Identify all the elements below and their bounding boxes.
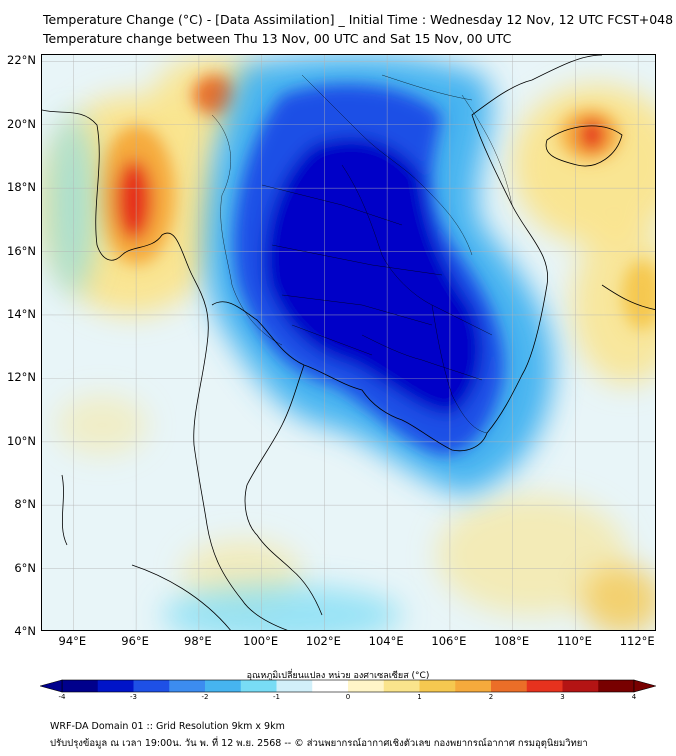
colorbar-tick-label: 1 — [417, 693, 422, 701]
latitude-label: 8°N — [14, 497, 36, 512]
border-laos-north — [301, 74, 473, 256]
cold-patch-south — [162, 585, 402, 630]
border-china — [381, 74, 473, 101]
colorbar-segments — [61, 679, 635, 693]
colorbar-tick-label: 2 — [488, 693, 494, 701]
colorbar-segment — [133, 680, 170, 692]
longitude-label: 102°E — [305, 634, 341, 648]
border-vietnam-laos — [461, 94, 513, 206]
colorbar-tick-label: -3 — [130, 693, 137, 701]
longitude-label: 110°E — [556, 634, 592, 648]
coastline-gulf-thailand-west — [244, 364, 323, 616]
footer-line-2: ปรับปรุงข้อมูล ณ เวลา 19:00น. วัน พ. ที่… — [50, 738, 588, 749]
colorbar-segment — [419, 680, 456, 692]
warm-patch-west — [57, 395, 147, 455]
latitude-label: 16°N — [7, 243, 36, 258]
title-line-1: Temperature Change (°C) - [Data Assimila… — [43, 12, 674, 27]
colorbar-segment — [348, 680, 385, 692]
colorbar-segment — [169, 680, 206, 692]
warm-patch-se-corner — [582, 565, 655, 630]
longitude-label: 98°E — [184, 634, 212, 648]
colorbar-min-arrow — [40, 679, 63, 693]
longitude-label: 96°E — [121, 634, 149, 648]
colorbar-segment — [598, 680, 635, 692]
longitude-label: 112°E — [619, 634, 655, 648]
colorbar-label: อุณหภูมิเปลี่ยนแปลง หน่วย องศาเซลเซียส (… — [246, 671, 430, 681]
longitude-label: 104°E — [368, 634, 404, 648]
colorbar-segment — [562, 680, 599, 692]
coastline-scs-island — [601, 284, 655, 310]
footer-line-1: WRF-DA Domain 01 :: Grid Resolution 9km … — [50, 721, 285, 732]
latitude-label: 14°N — [7, 306, 36, 321]
hot-core-north-myanmar — [193, 75, 237, 115]
cold-core-deep — [264, 136, 483, 415]
border-cambodia-vietnam — [431, 304, 488, 434]
province-borders — [261, 184, 443, 356]
coastline-myanmar-west — [42, 109, 193, 276]
colorbar-tick-label: 3 — [560, 693, 565, 701]
longitude-label: 94°E — [58, 634, 87, 648]
colorbar-tick-label: -2 — [201, 693, 209, 701]
longitude-label: 108°E — [494, 634, 530, 648]
colorbar-segment — [312, 680, 349, 692]
latitude-label: 4°N — [14, 624, 36, 638]
colorbar-segment — [240, 680, 277, 692]
latitude-label: 18°N — [7, 180, 36, 195]
colorbar-segment — [276, 680, 313, 692]
latitude-label: 10°N — [7, 433, 36, 448]
temperature-field-map — [42, 55, 655, 630]
colorbar-segment — [383, 680, 420, 692]
colorbar-segment — [205, 680, 242, 692]
latitude-label: 20°N — [7, 116, 36, 131]
latitude-label: 12°N — [7, 370, 36, 385]
border-thailand-cambodia — [361, 334, 483, 381]
hot-core-myanmar-inner — [116, 160, 152, 240]
hot-core-scs — [622, 260, 655, 330]
colorbar-segment — [97, 680, 134, 692]
colorbar-tick-label: 0 — [345, 693, 351, 701]
cold-patch-west-edge — [47, 115, 97, 295]
coastline-sumatra — [131, 564, 231, 630]
hot-core-hainan-inner — [579, 119, 605, 151]
colorbar-tick-label: -4 — [58, 693, 66, 701]
latitude-label: 22°N — [7, 53, 36, 68]
cold-core — [234, 84, 504, 455]
coastline-andaman-islands — [61, 474, 68, 546]
coastline-andaman-peninsula-west — [191, 274, 288, 630]
coastline-hainan — [545, 125, 623, 167]
colorbar-segment — [455, 680, 492, 692]
coastlines — [42, 55, 655, 630]
hot-cores — [99, 75, 655, 330]
longitude-label: 100°E — [243, 634, 279, 648]
colorbar-segment — [491, 680, 528, 692]
title-line-2: Temperature change between Thu 13 Nov, 0… — [43, 31, 512, 46]
colorbar-segment — [526, 680, 563, 692]
colorbar-tick-label: 4 — [631, 693, 637, 701]
coastline-gulf-indochina — [211, 55, 603, 452]
colorbar-tick-label: -1 — [273, 693, 280, 701]
latitude-label: 6°N — [14, 560, 36, 575]
border-thailand-laos — [341, 164, 493, 336]
map-panel — [41, 54, 656, 631]
lat-lon-gridlines — [42, 55, 655, 630]
colorbar-segment — [62, 680, 99, 692]
border-myanmar-thailand — [211, 114, 283, 346]
country-and-province-borders — [211, 74, 513, 434]
colorbar-max-arrow — [633, 679, 656, 693]
colorbar — [40, 679, 656, 693]
warm-patch-south — [437, 495, 627, 615]
longitude-label: 106°E — [431, 634, 467, 648]
